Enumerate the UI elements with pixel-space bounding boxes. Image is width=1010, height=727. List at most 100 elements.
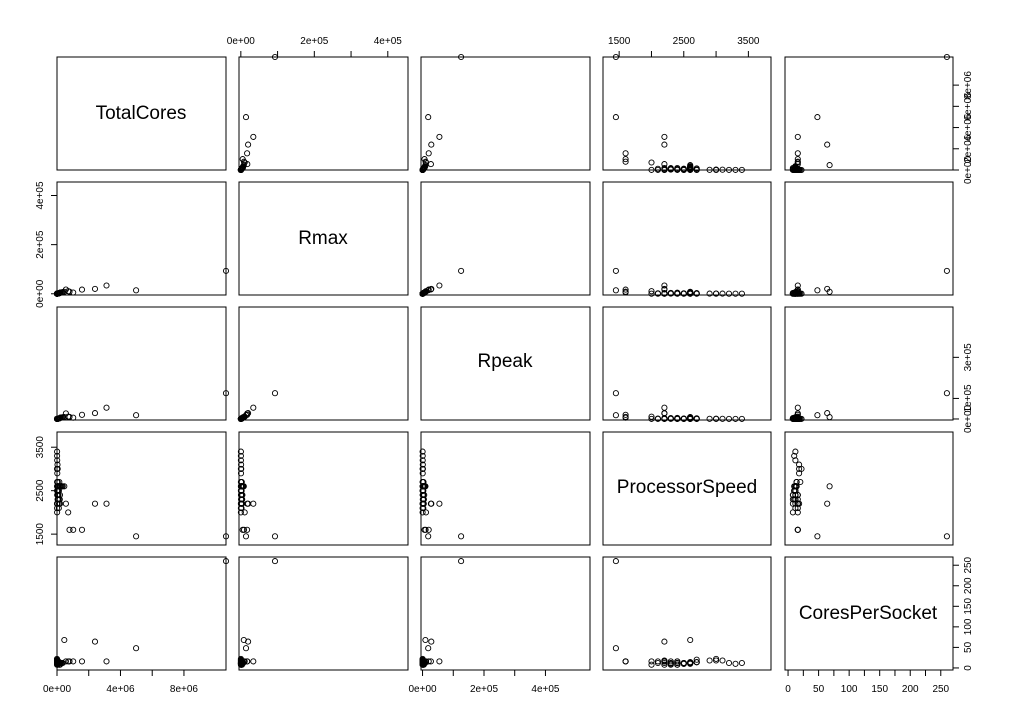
point-r3-c4-8: [794, 526, 801, 533]
point-r4-c3-40: [719, 657, 726, 664]
point-r0-c3-39: [667, 166, 674, 173]
point-r3-c1-40: [238, 461, 245, 468]
point-r4-c3-46: [706, 657, 713, 664]
point-r4-c3-24: [654, 659, 661, 667]
point-r1-c3-2: [648, 288, 655, 295]
point-r4-c1-59: [237, 655, 244, 662]
tick-label-right-CoresPerSocket-4: 200: [963, 577, 974, 594]
point-r4-c3-50: [725, 659, 733, 667]
panel-0-0: [56, 56, 227, 171]
point-r3-c4-16: [826, 483, 833, 490]
panel-1-2: [420, 181, 591, 296]
point-r3-c1-4: [244, 526, 251, 533]
tick-label-bottom-TotalCores-2: 8e+06: [170, 684, 199, 695]
point-r2-c3-1: [661, 404, 668, 411]
point-r4-c1-1: [250, 658, 257, 665]
point-r2-c4-59: [798, 415, 805, 422]
point-r0-c1-59: [237, 166, 244, 174]
tick-label-right-CoresPerSocket-2: 100: [963, 618, 974, 635]
point-r0-c4-1: [794, 133, 801, 140]
point-r4-c1-0: [271, 558, 279, 565]
point-r1-c0-1: [103, 282, 110, 289]
point-r2-c3-58: [661, 415, 668, 422]
point-r0-c4-16: [826, 162, 833, 169]
tick-label-bottom-CoresPerSocket-3: 150: [871, 684, 888, 695]
point-r3-c0-5: [66, 526, 73, 533]
point-r0-c3-6: [661, 141, 668, 148]
point-r3-c1-8: [239, 526, 246, 533]
tick-label-bottom-CoresPerSocket-5: 250: [932, 684, 949, 695]
point-r0-c3-8: [622, 156, 629, 163]
point-r2-c3-54: [654, 415, 661, 422]
point-r4-c0-58: [53, 657, 61, 664]
point-r0-c3-2: [648, 159, 655, 166]
point-r2-c3-7: [612, 412, 619, 419]
point-r4-c3-26: [674, 659, 681, 667]
point-r3-c1-58: [237, 500, 244, 507]
panel-4-1: [238, 556, 409, 671]
point-r3-c1-59: [237, 465, 244, 472]
point-r2-c3-48: [674, 415, 681, 422]
point-r4-c3-28: [667, 658, 674, 665]
panel-1-0: [56, 181, 227, 296]
diag-label-rmax: Rmax: [298, 228, 348, 249]
point-r3-c2-39: [419, 496, 426, 503]
point-r4-c1-7: [242, 645, 250, 652]
point-r3-c2-53: [419, 483, 426, 490]
point-r2-c3-57: [693, 415, 700, 422]
point-r1-c3-39: [667, 290, 674, 297]
point-r3-c0-0: [222, 533, 230, 540]
point-r3-c4-39: [791, 496, 798, 503]
point-r0-c3-52: [648, 166, 655, 173]
point-r0-c3-56: [680, 166, 687, 174]
point-r3-c1-54: [237, 505, 244, 512]
tick-label-right-CoresPerSocket-5: 250: [963, 556, 974, 573]
point-r4-c2-58: [419, 657, 426, 664]
panel-2-3: [602, 306, 772, 421]
tick-label-bottom-Rpeak-0: 0e+00: [408, 684, 437, 695]
point-r1-c3-59: [713, 290, 720, 297]
point-r3-c2-8: [421, 526, 428, 533]
point-r0-c2-3: [427, 161, 434, 168]
point-r0-c4-0: [943, 53, 950, 61]
point-r4-c3-22: [661, 659, 668, 667]
tick-label-right-CoresPerSocket-1: 50: [963, 641, 974, 653]
point-r3-c2-52: [419, 509, 426, 516]
point-r0-c1-1: [250, 133, 257, 140]
point-r0-c1-4: [244, 150, 251, 157]
point-r2-c3-40: [719, 415, 726, 422]
point-r3-c2-55: [419, 448, 426, 455]
panel-4-3: [602, 556, 772, 671]
point-r2-c3-55: [738, 415, 745, 422]
point-r2-c1-1: [250, 404, 257, 411]
point-r0-c3-4: [622, 150, 629, 157]
panel-3-1: [238, 431, 409, 546]
point-r1-c3-0: [612, 267, 619, 274]
panel-2-2: [420, 306, 591, 421]
diag-label-corespersocket: CoresPerSocket: [799, 603, 938, 624]
point-r0-c3-57: [693, 166, 700, 174]
point-r1-c3-52: [648, 290, 655, 297]
point-r3-c1-52: [237, 509, 244, 516]
point-r4-c3-43: [674, 658, 681, 665]
point-r3-c2-0: [458, 533, 465, 540]
point-r2-c1-59: [237, 415, 244, 422]
tick-label-bottom-CoresPerSocket-1: 50: [813, 684, 825, 695]
point-r4-c3-55: [738, 659, 745, 667]
point-r0-c1-7: [242, 114, 250, 121]
tick-label-left-ProcessorSpeed-1: 2500: [35, 479, 46, 502]
panel-2-0: [56, 306, 227, 421]
point-r2-c3-0: [612, 390, 619, 397]
point-r1-c3-58: [661, 290, 668, 297]
diag-label-rpeak: Rpeak: [478, 351, 533, 372]
tick-label-left-Rmax-0: 0e+00: [35, 279, 46, 308]
point-r0-c1-8: [239, 156, 246, 163]
point-r3-c4-51: [791, 452, 798, 459]
point-r0-c3-53: [687, 166, 694, 173]
tick-label-left-ProcessorSpeed-0: 1500: [35, 523, 46, 546]
point-r3-c1-46: [237, 470, 245, 477]
point-r3-c4-55: [792, 448, 799, 455]
point-r1-c4-16: [826, 288, 833, 295]
tick-label-right-TotalCores-2: 4e+06: [963, 113, 974, 142]
point-r1-c3-1: [661, 282, 668, 289]
